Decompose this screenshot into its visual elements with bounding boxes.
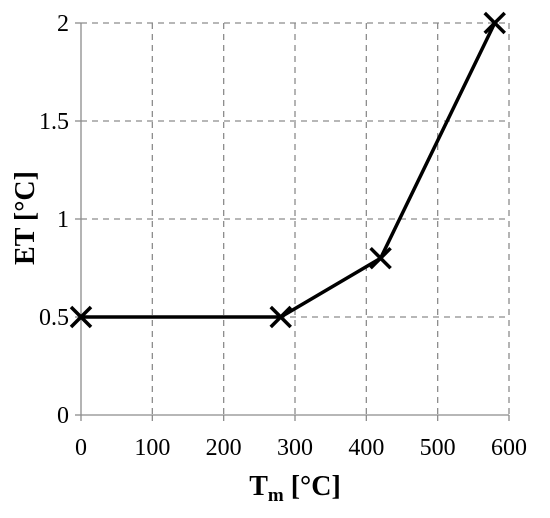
x-tick-label: 600 (491, 435, 527, 461)
x-tick-label: 200 (206, 435, 242, 461)
y-tick-label: 1.5 (39, 109, 69, 135)
x-tick-label: 400 (348, 435, 384, 461)
grid (81, 22, 510, 415)
y-tick-label: 0 (57, 403, 69, 429)
y-axis-title: ET [°C] (10, 171, 41, 265)
marker-stroke (69, 305, 93, 329)
x-tick-label: 100 (134, 435, 170, 461)
series-line (81, 22, 497, 319)
marker-stroke (369, 246, 392, 270)
data-point-marker (483, 11, 506, 35)
marker-stroke (269, 305, 292, 329)
tick-labels: 0 100 200 300 400 500 600 0 0.5 1 1.5 2 (39, 11, 527, 461)
data-point-marker (269, 305, 292, 329)
data-point-marker (369, 246, 392, 270)
x-tick-label: 300 (277, 435, 313, 461)
x-axis-title-unit: [°C] (284, 471, 341, 502)
x-tick-label: 500 (420, 435, 456, 461)
y-tick-label: 1 (57, 207, 69, 233)
x-axis-title: Tm [°C] (249, 471, 341, 506)
x-axis-title-subscript: m (268, 485, 284, 506)
y-tick-label: 2 (57, 11, 69, 37)
axes (75, 22, 510, 421)
data-point-marker (69, 305, 93, 329)
x-axis-title-main: T (249, 471, 268, 502)
y-tick-label: 0.5 (39, 305, 69, 331)
markers (69, 11, 506, 329)
marker-stroke (483, 11, 506, 35)
x-tick-label: 0 (75, 435, 87, 461)
series (81, 22, 497, 319)
